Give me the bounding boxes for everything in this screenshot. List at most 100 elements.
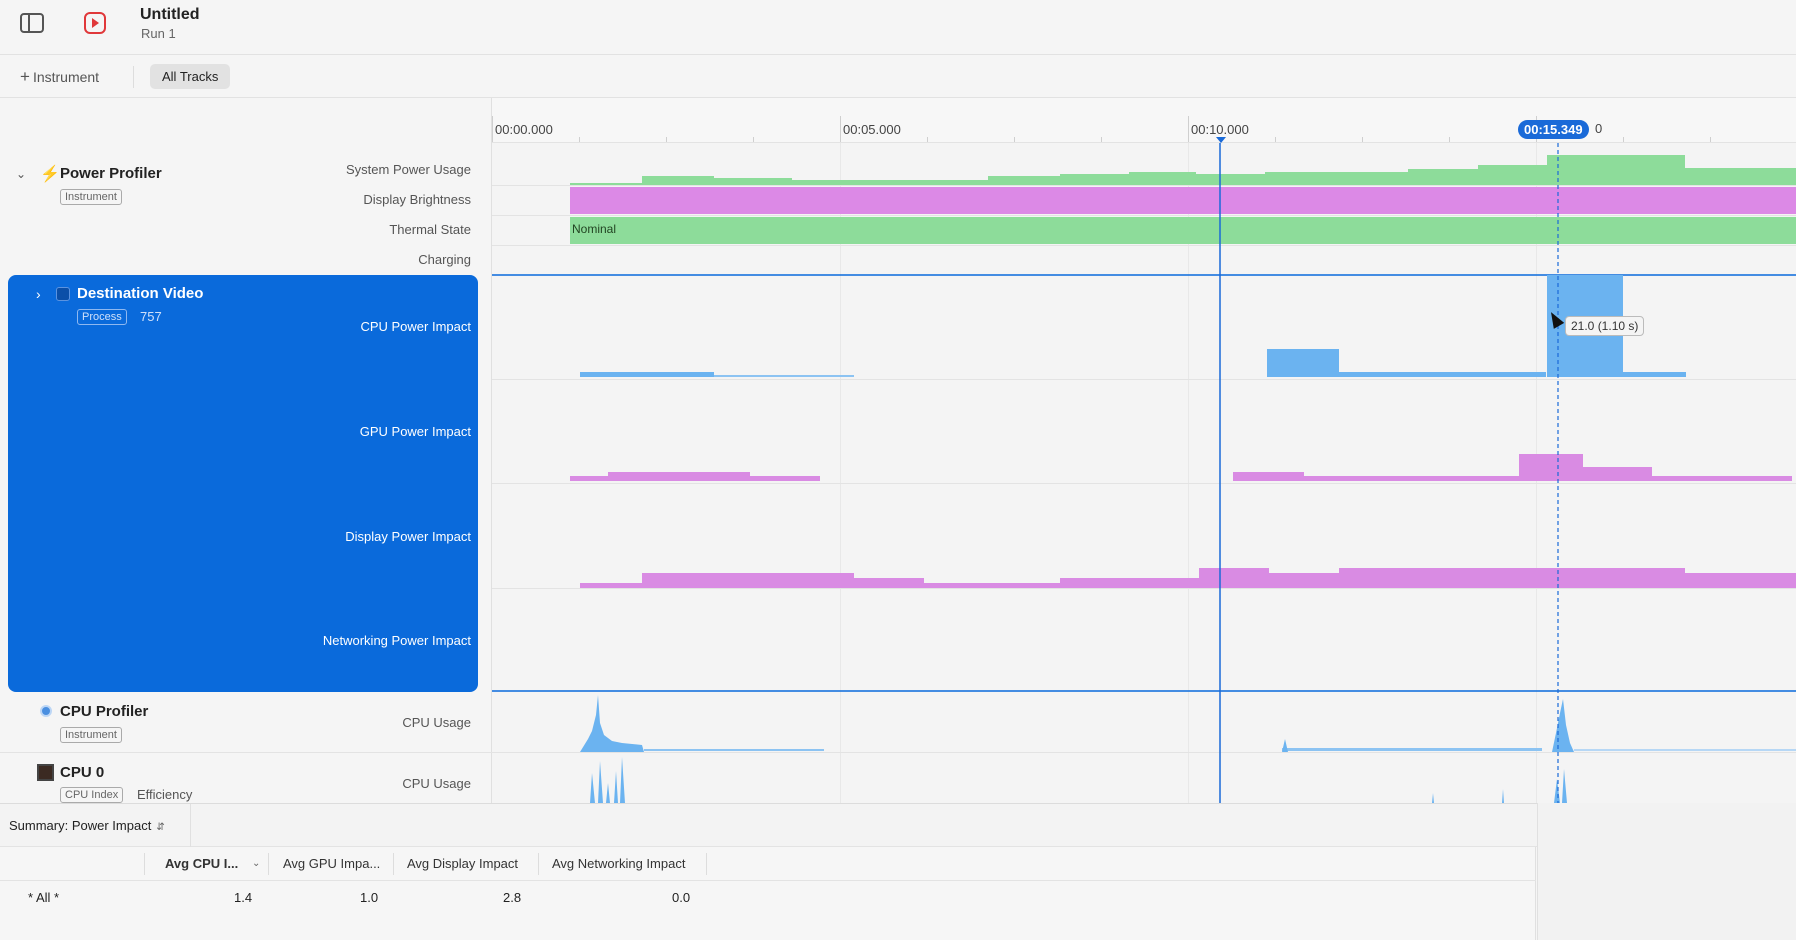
instrument-tag: Instrument [60, 189, 122, 205]
column-header-avg-cpu[interactable]: Avg CPU I... [165, 856, 239, 871]
cpu-usage-baseline [1574, 749, 1796, 751]
grid-line [840, 143, 841, 803]
all-tracks-button[interactable]: All Tracks [150, 64, 231, 89]
summary-label: Summary: Power Impact [9, 818, 152, 833]
ruler-tick-label: 00:05.000 [843, 122, 901, 137]
instrument-tag: Instrument [60, 727, 122, 743]
ruler-minor-tick [1275, 137, 1276, 142]
column-header-avg-networking[interactable]: Avg Networking Impact [552, 856, 686, 871]
row-divider [492, 379, 1796, 380]
row-label-system-power: System Power Usage [346, 162, 471, 177]
core-type-label: Efficiency [137, 787, 193, 802]
cpu0-title[interactable]: CPU 0 [60, 764, 105, 781]
destination-video-track[interactable] [8, 275, 478, 692]
playhead-time-badge[interactable]: 00:15.349 [1518, 120, 1589, 139]
ruler-minor-tick [1014, 137, 1015, 142]
plus-icon: + [20, 67, 30, 86]
cpu-impact-bar [1623, 372, 1686, 377]
ruler-tick [840, 116, 841, 142]
value-tooltip: 21.0 (1.10 s) [1565, 316, 1645, 336]
column-header-avg-display[interactable]: Avg Display Impact [407, 856, 519, 871]
power-profiler-title[interactable]: Power Profiler [60, 165, 162, 182]
process-tag: Process [77, 309, 127, 325]
cpu-impact-bar [714, 375, 854, 377]
row-divider [492, 483, 1796, 484]
cell-avg-networking: 0.0 [672, 890, 691, 905]
record-icon[interactable] [84, 12, 106, 34]
cell-avg-display: 2.8 [503, 890, 522, 905]
process-id: 757 [140, 309, 162, 324]
chevron-right-icon[interactable]: › [36, 286, 41, 302]
row-divider [492, 245, 1796, 246]
ruler-tick-label: 00:00.000 [495, 122, 553, 137]
run-label: Run 1 [141, 26, 176, 41]
ruler-minor-tick [1101, 137, 1102, 142]
column-separator [538, 853, 539, 875]
sort-chevron-icon[interactable]: ⌄ [252, 858, 261, 869]
ruler-minor-tick [579, 137, 580, 142]
inspector-pane [1537, 803, 1796, 940]
destination-video-title[interactable]: Destination Video [77, 285, 204, 302]
cpu0-usage-graph [1432, 769, 1567, 803]
cpu-usage-baseline [1282, 748, 1542, 751]
cpu-core-icon [37, 764, 54, 781]
table-header-row: Avg CPU I... ⌄ Avg GPU Impa... Avg Displ… [0, 847, 1536, 881]
row-divider [492, 215, 1796, 216]
cell-avg-gpu: 1.0 [360, 890, 379, 905]
cell-avg-cpu: 1.4 [234, 890, 253, 905]
ruler-minor-tick [1623, 137, 1624, 142]
ruler-tick-label: 00:10.000 [1191, 122, 1249, 137]
row-label-cpu-usage: CPU Usage [402, 715, 471, 730]
grid-line [1188, 143, 1189, 803]
divider [0, 752, 492, 753]
row-label-cpu-power-impact: CPU Power Impact [360, 319, 471, 334]
cpu-usage-graph [1552, 699, 1574, 752]
thermal-state-bar [570, 217, 1796, 244]
display-brightness-bar [570, 187, 1796, 214]
app-icon [56, 287, 70, 301]
system-power-graph [570, 155, 1796, 185]
cpu-usage-baseline [644, 749, 824, 751]
cpu-index-tag: CPU Index [60, 787, 124, 803]
cpu-profiler-title[interactable]: CPU Profiler [60, 703, 149, 720]
add-instrument-button[interactable]: + Instrument [20, 67, 99, 87]
divider [133, 66, 134, 88]
cpu0-usage-graph [590, 757, 625, 803]
cpu-usage-graph [580, 695, 644, 752]
table-row[interactable]: * All * 1.4 1.0 2.8 0.0 [0, 881, 1536, 913]
track-toolbar: + Instrument All Tracks [0, 55, 1796, 98]
toolbar: Untitled Run 1 [0, 0, 1796, 55]
sidebar-toggle-icon[interactable] [20, 13, 44, 33]
timeline-graphs [492, 143, 1796, 803]
column-separator [268, 853, 269, 875]
gpu-impact-graph [570, 472, 820, 481]
playhead-time-tail: 0 [1595, 121, 1603, 136]
row-divider [492, 588, 1796, 589]
bolt-icon: ⚡ [40, 166, 60, 183]
ruler-minor-tick [927, 137, 928, 142]
row-name: * All * [28, 890, 60, 905]
row-label-thermal-state: Thermal State [389, 222, 471, 237]
timeline-area[interactable] [492, 143, 1796, 803]
ruler-tick [1188, 116, 1189, 142]
ruler-minor-tick [1362, 137, 1363, 142]
row-label-display-power-impact: Display Power Impact [345, 529, 471, 544]
column-header-avg-gpu[interactable]: Avg GPU Impa... [283, 856, 381, 871]
cpu-impact-bar [1267, 349, 1339, 377]
document-title: Untitled [140, 6, 200, 23]
column-separator [393, 853, 394, 875]
ruler-tick [492, 116, 493, 142]
marker-flag-icon[interactable] [1216, 137, 1226, 143]
row-label-display-brightness: Display Brightness [363, 192, 471, 207]
row-label-gpu-power-impact: GPU Power Impact [359, 424, 471, 439]
summary-selector[interactable]: Summary: Power Impact ⇵ [9, 818, 165, 833]
row-label-cpu-usage: CPU Usage [402, 776, 471, 791]
chevron-down-icon[interactable]: ⌄ [16, 167, 27, 181]
divider [190, 804, 191, 848]
ruler-minor-tick [1449, 137, 1450, 142]
row-label-networking-power-impact: Networking Power Impact [322, 633, 471, 648]
column-separator [706, 853, 707, 875]
summary-table: Avg CPU I... ⌄ Avg GPU Impa... Avg Displ… [0, 847, 1536, 940]
cpu-usage-spike [1282, 739, 1288, 752]
column-separator [144, 853, 145, 875]
